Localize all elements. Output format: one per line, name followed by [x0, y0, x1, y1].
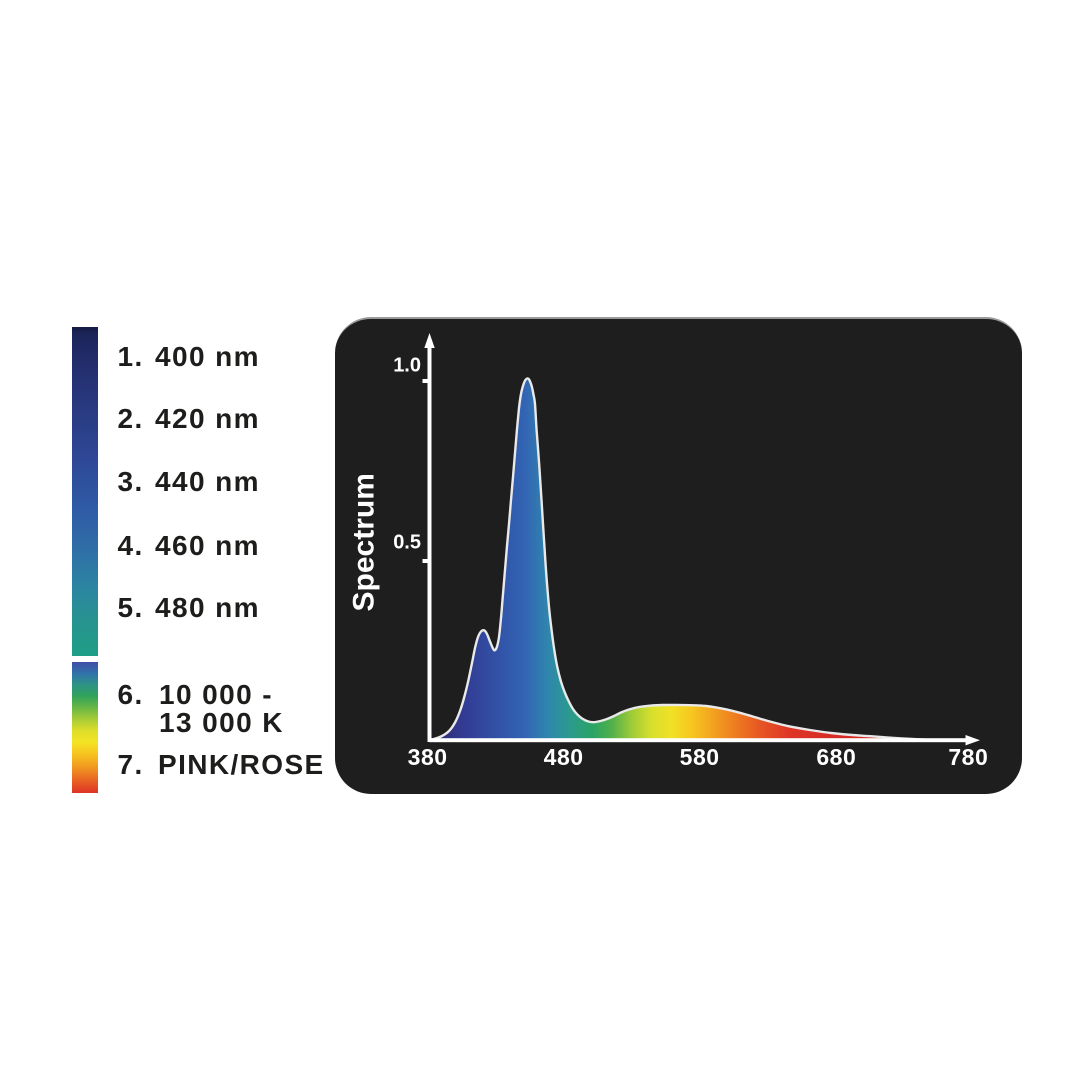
svg-text:380: 380 — [408, 744, 448, 770]
svg-text:1.0: 1.0 — [393, 355, 421, 377]
svg-text:0.5: 0.5 — [393, 532, 421, 554]
svg-text:780: 780 — [948, 744, 988, 770]
svg-text:580: 580 — [680, 744, 720, 770]
svg-text:480: 480 — [544, 744, 584, 770]
svg-text:680: 680 — [816, 744, 856, 770]
svg-text:Spectrum: Spectrum — [348, 473, 381, 611]
